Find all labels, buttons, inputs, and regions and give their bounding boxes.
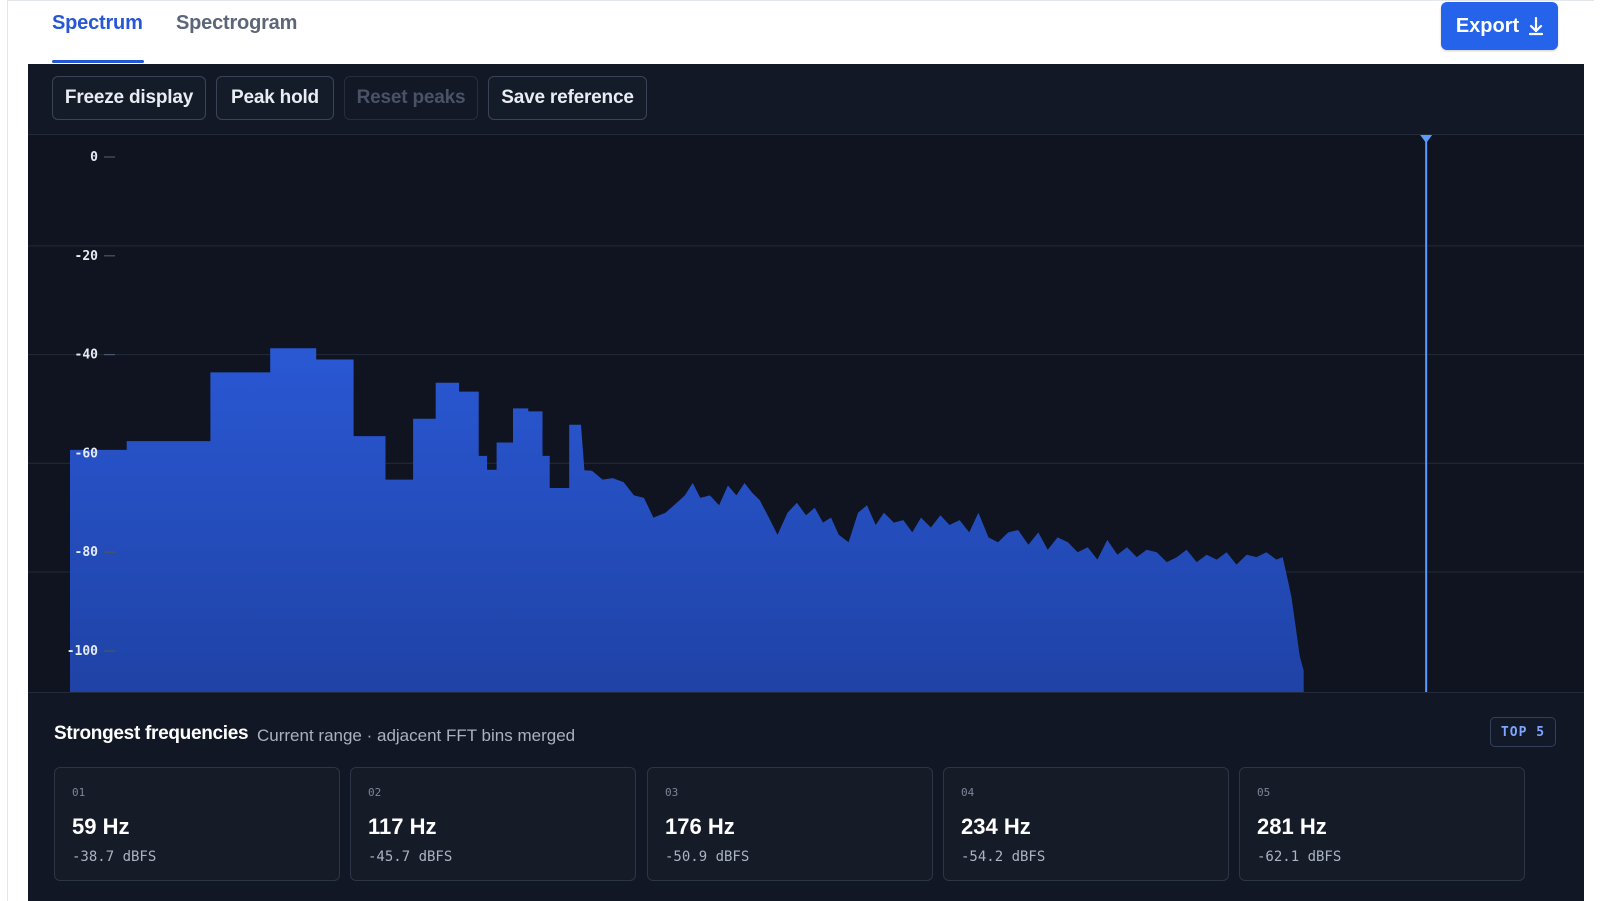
y-tick-label: -40 <box>75 348 99 363</box>
strongest-title: Strongest frequencies <box>54 723 249 744</box>
peak-index: 01 <box>72 786 86 799</box>
freeze-display-button[interactable]: Freeze display <box>52 76 206 120</box>
spectrum-plot: 0-20-40-60-80-10020501002005001k2k5k10k2… <box>28 135 1584 755</box>
cursor-marker-handle-icon[interactable] <box>1420 135 1433 143</box>
peak-hold-button[interactable]: Peak hold <box>216 76 334 120</box>
export-button[interactable]: Export <box>1441 2 1558 50</box>
spectrum-chart[interactable]: 0-20-40-60-80-10020501002005001k2k5k10k2… <box>28 135 1584 755</box>
peak-index: 05 <box>1257 786 1271 799</box>
export-button-label: Export <box>1455 14 1520 37</box>
tab-spectrogram[interactable]: Spectrogram <box>176 12 298 34</box>
save-reference-button[interactable]: Save reference <box>488 76 647 120</box>
peak-frequency: 59 Hz <box>72 814 130 839</box>
peak-index: 02 <box>368 786 382 799</box>
y-tick-label: -20 <box>75 249 99 264</box>
page-left-border <box>7 0 8 901</box>
download-icon <box>1529 16 1544 36</box>
spectrum-toolbar: Freeze display Peak hold Reset peaks Sav… <box>28 64 1584 135</box>
page-top-border <box>8 0 1594 1</box>
peak-card[interactable]: 02 117 Hz -45.7 dBFS <box>350 767 636 881</box>
top-count-badge: TOP 5 <box>1490 717 1556 747</box>
strongest-subtitle: Current range · adjacent FFT bins merged <box>257 726 576 745</box>
y-tick-label: -100 <box>67 644 98 659</box>
reset-peaks-button[interactable]: Reset peaks <box>344 76 478 120</box>
y-tick-label: 0 <box>90 150 98 165</box>
tab-spectrum[interactable]: Spectrum <box>52 12 144 63</box>
peak-frequency: 281 Hz <box>1257 814 1327 839</box>
peak-level: -45.7 dBFS <box>368 849 453 865</box>
y-tick-label: -80 <box>75 545 99 560</box>
strongest-frequencies: Strongest frequencies Current range · ad… <box>28 692 1584 901</box>
peak-card[interactable]: 03 176 Hz -50.9 dBFS <box>647 767 933 881</box>
y-tick-label: -60 <box>75 446 99 461</box>
peak-card[interactable]: 04 234 Hz -54.2 dBFS <box>943 767 1229 881</box>
peak-level: -50.9 dBFS <box>665 849 750 865</box>
spectrum-area <box>70 348 1304 746</box>
peak-card[interactable]: 01 59 Hz -38.7 dBFS <box>54 767 340 881</box>
peak-frequency: 176 Hz <box>665 814 735 839</box>
peak-index: 04 <box>961 786 975 799</box>
spectrum-panel: Freeze display Peak hold Reset peaks Sav… <box>28 64 1584 901</box>
peak-level: -62.1 dBFS <box>1257 849 1342 865</box>
peak-index: 03 <box>665 786 679 799</box>
peak-level: -54.2 dBFS <box>961 849 1046 865</box>
peak-frequency: 117 Hz <box>368 814 437 839</box>
peak-card[interactable]: 05 281 Hz -62.1 dBFS <box>1239 767 1525 881</box>
peak-level: -38.7 dBFS <box>72 849 157 865</box>
peak-frequency: 234 Hz <box>961 814 1031 839</box>
